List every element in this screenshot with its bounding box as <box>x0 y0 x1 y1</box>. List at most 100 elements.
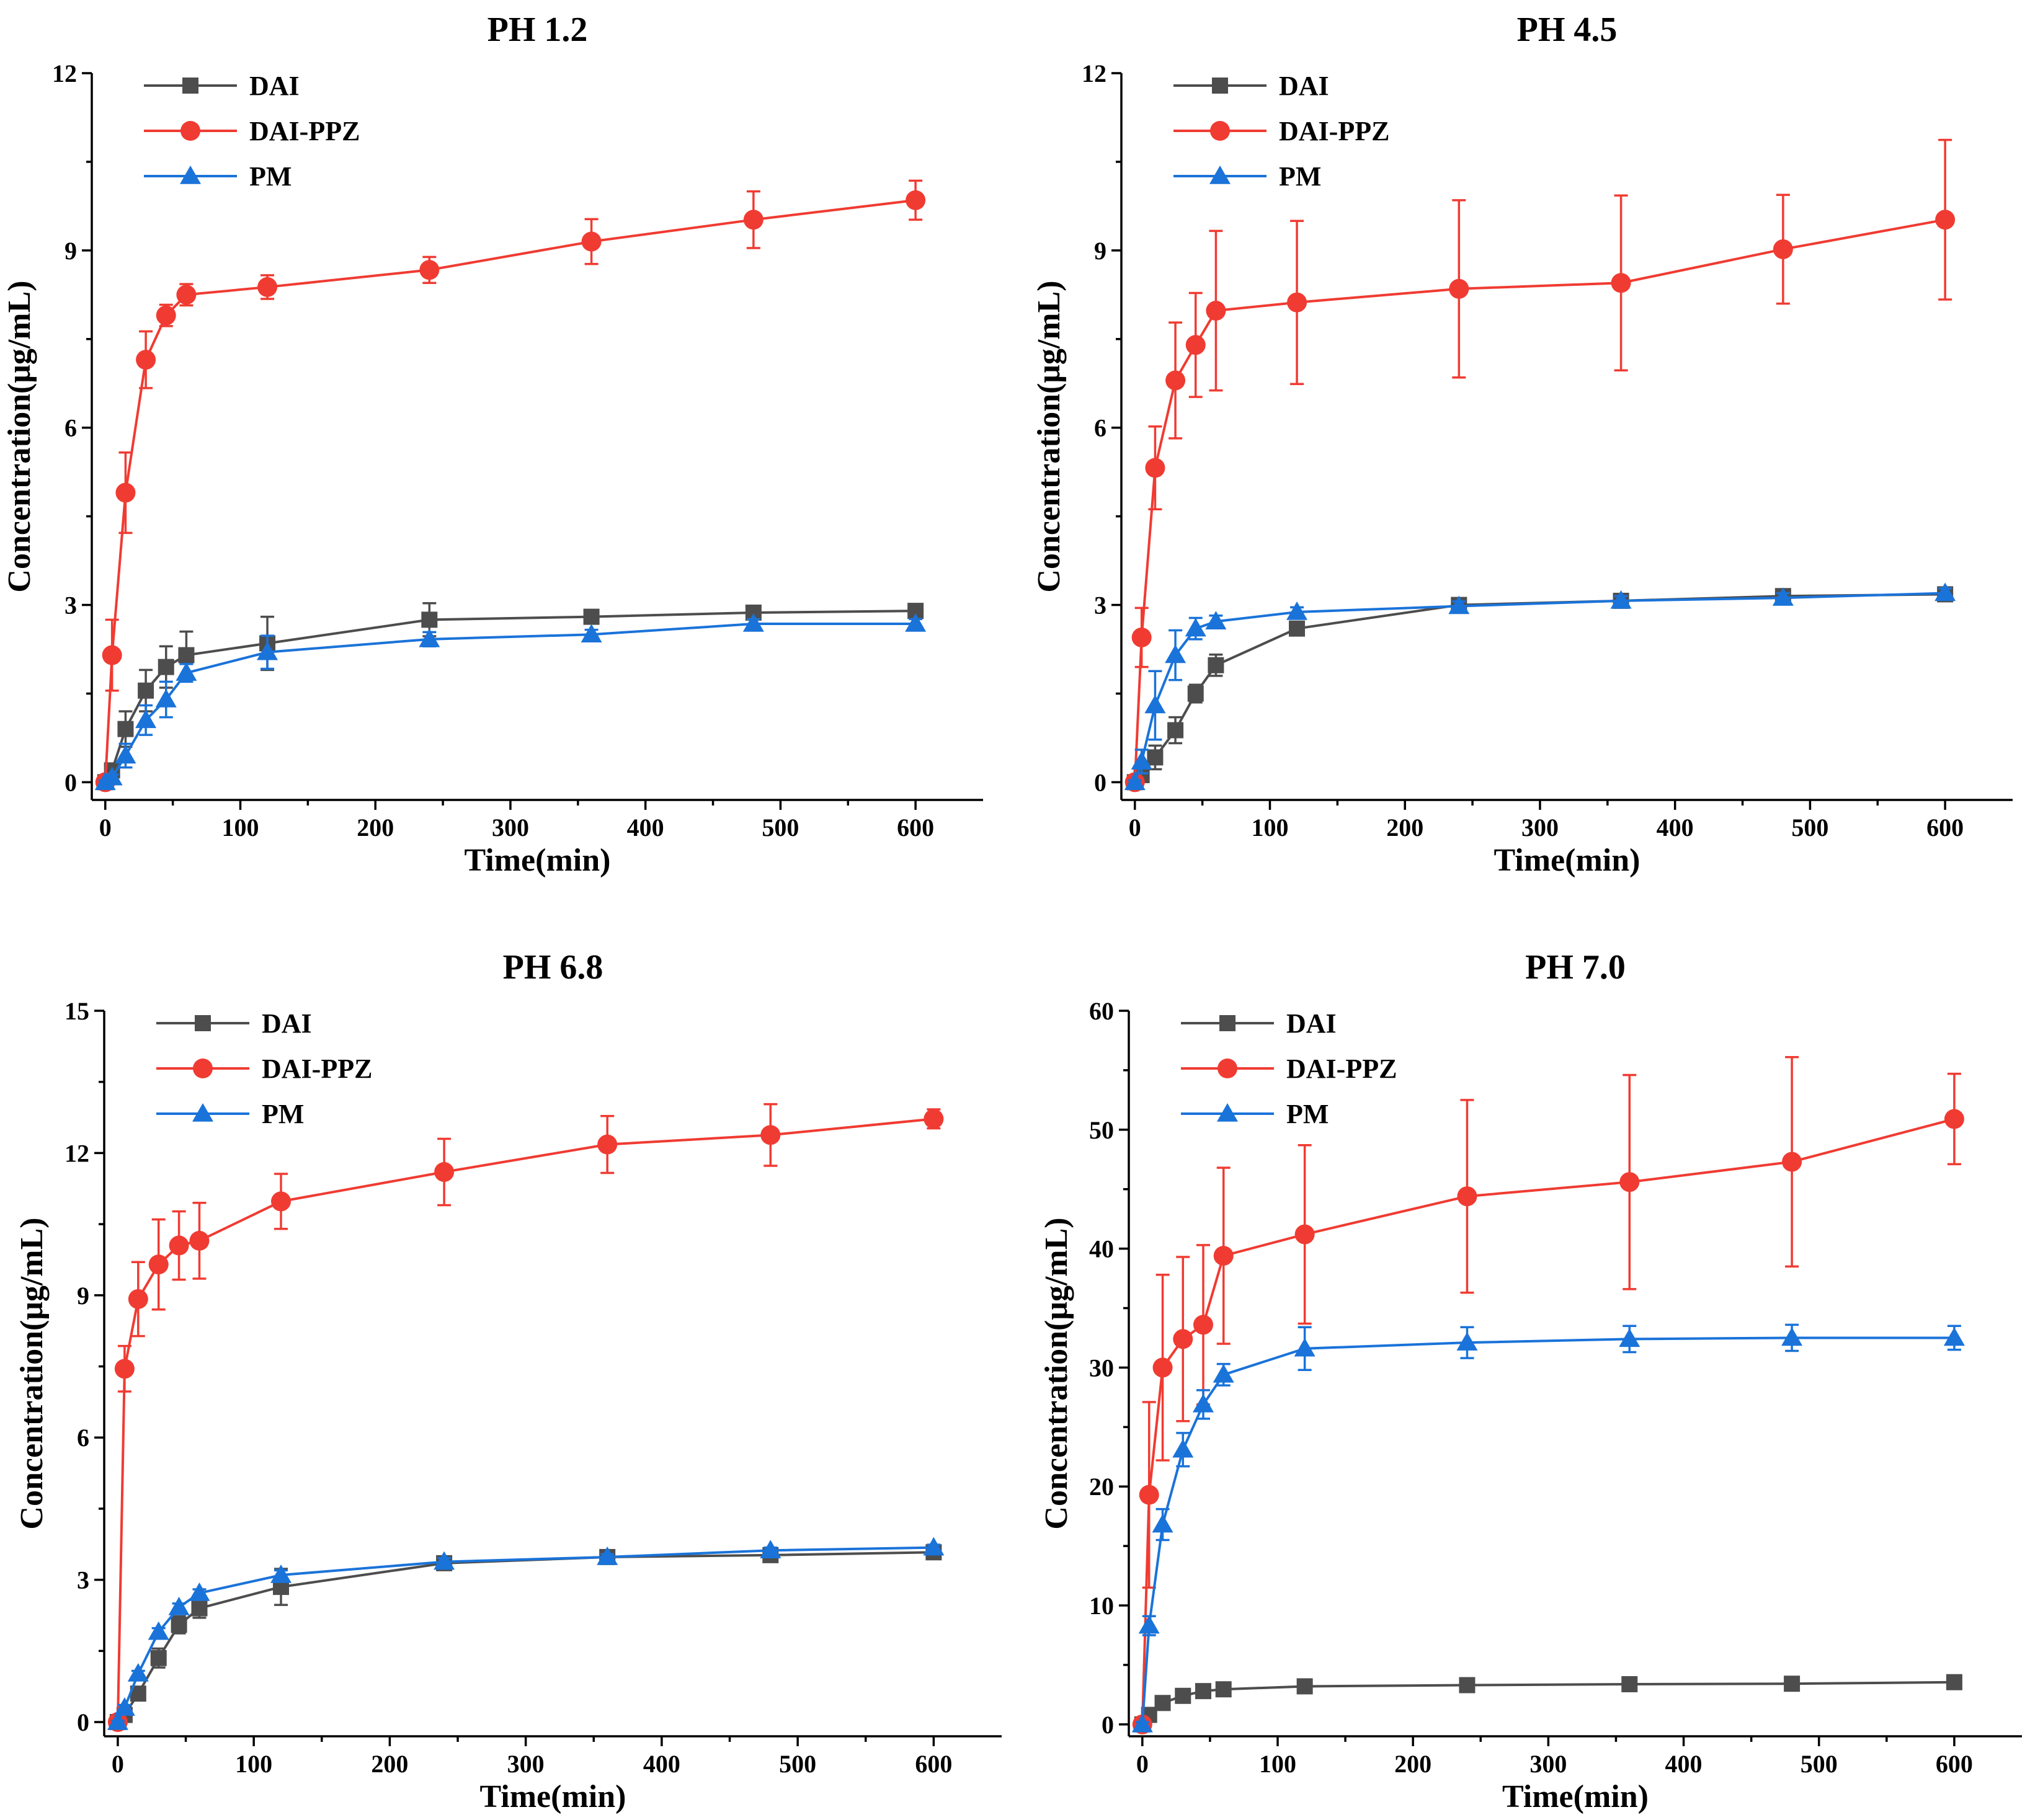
legend-entry: PM <box>144 161 292 192</box>
data-point <box>257 277 278 297</box>
y-tick-label: 15 <box>65 997 89 1025</box>
x-tick-label: 0 <box>1136 1750 1149 1778</box>
data-point <box>1175 1687 1191 1704</box>
x-tick-label: 200 <box>1386 814 1423 841</box>
legend-label: DAI <box>249 71 300 101</box>
legend-entry: DAI-PPZ <box>1181 1054 1397 1084</box>
chart-ph-1-2: 0 100 200 300 400 500 600 0 3 6 9 12 PH 1.2 Time(min)… <box>2 11 983 878</box>
data-point <box>743 210 763 230</box>
legend-marker <box>195 1015 211 1031</box>
data-point <box>115 745 136 764</box>
series-line <box>104 198 916 783</box>
series-pm <box>107 1537 945 1730</box>
data-point <box>419 260 440 280</box>
chart-title: PH 1.2 <box>487 11 588 49</box>
data-point <box>1296 1678 1313 1695</box>
x-tick-label: 100 <box>222 814 259 841</box>
data-point <box>1193 1393 1214 1413</box>
x-tick-label: 200 <box>1394 1750 1431 1778</box>
series-line <box>104 623 916 784</box>
data-point <box>257 641 278 660</box>
x-tick-label: 600 <box>897 814 934 841</box>
data-point <box>1944 1109 1964 1129</box>
x-tick-label: 500 <box>762 814 799 841</box>
data-point <box>1187 685 1204 702</box>
legend-marker <box>180 166 201 184</box>
data-point <box>114 1359 135 1379</box>
data-point <box>1215 1681 1232 1698</box>
x-tick-label: 300 <box>507 1750 545 1778</box>
data-point <box>1205 611 1227 629</box>
data-point <box>1185 618 1206 637</box>
data-point <box>1185 335 1206 355</box>
legend-entry: PM <box>1173 161 1321 192</box>
legend-entry: DAI <box>1173 71 1329 101</box>
legend: DAI DAI-PPZ PM <box>1181 1008 1397 1129</box>
x-axis-label: Time(min) <box>1502 1779 1649 1814</box>
chart-title: PH 4.5 <box>1517 11 1618 49</box>
legend-marker <box>180 121 200 141</box>
data-point <box>1167 722 1184 739</box>
data-point <box>1294 1224 1315 1245</box>
x-tick-label: 600 <box>915 1750 952 1778</box>
data-point <box>1124 771 1146 791</box>
legend-marker <box>182 78 198 94</box>
legend-marker <box>1218 1059 1237 1078</box>
legend-label: DAI <box>1286 1008 1337 1039</box>
series-pm <box>94 613 927 791</box>
legend-marker <box>1209 166 1231 184</box>
x-tick-label: 500 <box>1791 814 1828 841</box>
legend-entry: DAI-PPZ <box>144 116 360 146</box>
legend-entry: DAI-PPZ <box>1173 116 1389 146</box>
y-tick-label: 6 <box>1094 414 1106 442</box>
data-point <box>434 1162 455 1182</box>
data-point <box>1287 292 1307 313</box>
chart-title: PH 6.8 <box>503 948 603 987</box>
y-tick-label: 50 <box>1089 1116 1114 1144</box>
data-point <box>176 662 197 681</box>
series-line <box>1141 1680 1954 1725</box>
data-point <box>1449 278 1469 299</box>
data-point <box>1448 595 1470 615</box>
data-point <box>114 1697 135 1716</box>
legend-entry: DAI-PPZ <box>156 1054 372 1084</box>
y-tick-label: 0 <box>1094 768 1106 796</box>
series-pm <box>1124 582 1956 791</box>
y-tick-label: 20 <box>1089 1473 1114 1501</box>
y-tick-label: 3 <box>65 592 77 619</box>
data-point <box>1131 1713 1153 1733</box>
data-point <box>581 624 602 642</box>
data-point <box>1152 1357 1173 1378</box>
x-tick-label: 400 <box>643 1750 680 1778</box>
y-tick-label: 3 <box>77 1566 89 1594</box>
legend-marker <box>192 1103 213 1122</box>
y-tick-label: 30 <box>1089 1354 1114 1382</box>
series-line <box>116 1117 934 1723</box>
x-tick-label: 100 <box>1259 1750 1296 1778</box>
x-tick-label: 200 <box>371 1750 408 1778</box>
data-point <box>156 305 176 326</box>
data-point <box>1610 590 1632 609</box>
series-line <box>117 1546 934 1723</box>
data-point <box>176 285 197 305</box>
chart-ph-4-5: 0 100 200 300 400 500 600 0 3 6 9 12 PH 4.5 Time(min)… <box>1031 11 2013 878</box>
legend-entry: DAI <box>156 1008 312 1039</box>
x-tick-label: 100 <box>235 1750 272 1778</box>
data-point <box>1294 1338 1315 1357</box>
data-point <box>1611 273 1631 293</box>
data-point <box>107 1711 128 1730</box>
y-tick-label: 6 <box>65 414 77 442</box>
data-point <box>101 766 123 786</box>
data-point <box>128 1289 148 1309</box>
data-point <box>1195 1683 1211 1700</box>
data-point <box>1946 1674 1962 1690</box>
data-point <box>1173 1329 1193 1349</box>
data-point <box>1619 1328 1640 1347</box>
data-point <box>1144 695 1166 714</box>
data-point <box>1138 1615 1160 1634</box>
data-point <box>760 1540 781 1558</box>
data-point <box>1289 620 1306 637</box>
data-point <box>1131 627 1152 647</box>
data-point <box>102 645 122 665</box>
data-point <box>421 611 438 628</box>
